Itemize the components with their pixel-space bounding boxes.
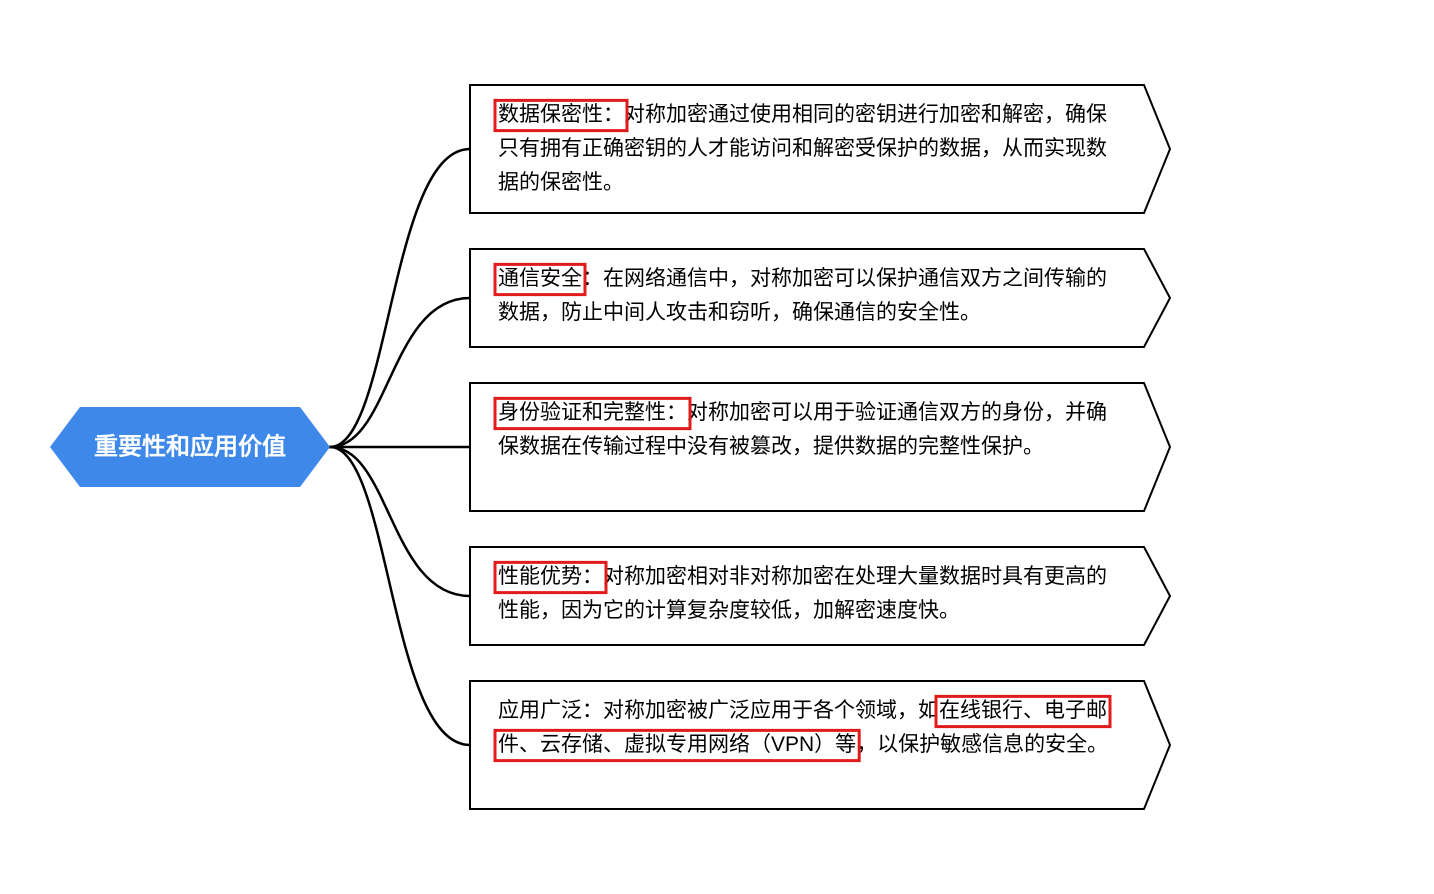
root-label: 重要性和应用价值 — [94, 433, 286, 461]
child-node-applications: 应用广泛：对称加密被广泛应用于各个领域，如在线银行、电子邮件、云存储、虚拟专用网… — [470, 681, 1170, 809]
child-text-line: 件、云存储、虚拟专用网络（VPN）等，以保护敏感信息的安全。 — [498, 733, 1108, 756]
child-text-line: 据的保密性。 — [498, 171, 624, 194]
child-node-performance: 性能优势：对称加密相对非对称加密在处理大量数据时具有更高的性能，因为它的计算复杂… — [470, 547, 1170, 645]
child-text-line: 数据，防止中间人攻击和窃听，确保通信的安全性。 — [498, 301, 981, 324]
child-text-first-line: 应用广泛：对称加密被广泛应用于各个领域，如在线银行、电子邮 — [498, 699, 1107, 722]
child-text-first-line: 性能优势：对称加密相对非对称加密在处理大量数据时具有更高的 — [498, 565, 1107, 588]
connector-applications — [330, 447, 470, 745]
connectors — [330, 149, 470, 745]
child-text-first-line: 数据保密性：对称加密通过使用相同的密钥进行加密和解密，确保 — [498, 103, 1107, 126]
root-node: 重要性和应用价值 — [50, 407, 330, 487]
child-text-line: 保数据在传输过程中没有被篡改，提供数据的完整性保护。 — [498, 435, 1044, 458]
child-text-first-line: 通信安全：在网络通信中，对称加密可以保护通信双方之间传输的 — [498, 267, 1107, 290]
connector-confidentiality — [330, 149, 470, 447]
child-node-comm-security: 通信安全：在网络通信中，对称加密可以保护通信双方之间传输的数据，防止中间人攻击和… — [470, 249, 1170, 347]
child-node-auth-integrity: 身份验证和完整性：对称加密可以用于验证通信双方的身份，并确保数据在传输过程中没有… — [470, 383, 1170, 511]
child-text-line: 只有拥有正确密钥的人才能访问和解密受保护的数据，从而实现数 — [498, 137, 1107, 160]
child-node-confidentiality: 数据保密性：对称加密通过使用相同的密钥进行加密和解密，确保只有拥有正确密钥的人才… — [470, 85, 1170, 213]
connector-comm-security — [330, 298, 470, 447]
child-text-first-line: 身份验证和完整性：对称加密可以用于验证通信双方的身份，并确 — [498, 401, 1107, 424]
child-text-line: 性能，因为它的计算复杂度较低，加解密速度快。 — [498, 599, 960, 622]
connector-performance — [330, 447, 470, 596]
children: 数据保密性：对称加密通过使用相同的密钥进行加密和解密，确保只有拥有正确密钥的人才… — [470, 85, 1170, 809]
